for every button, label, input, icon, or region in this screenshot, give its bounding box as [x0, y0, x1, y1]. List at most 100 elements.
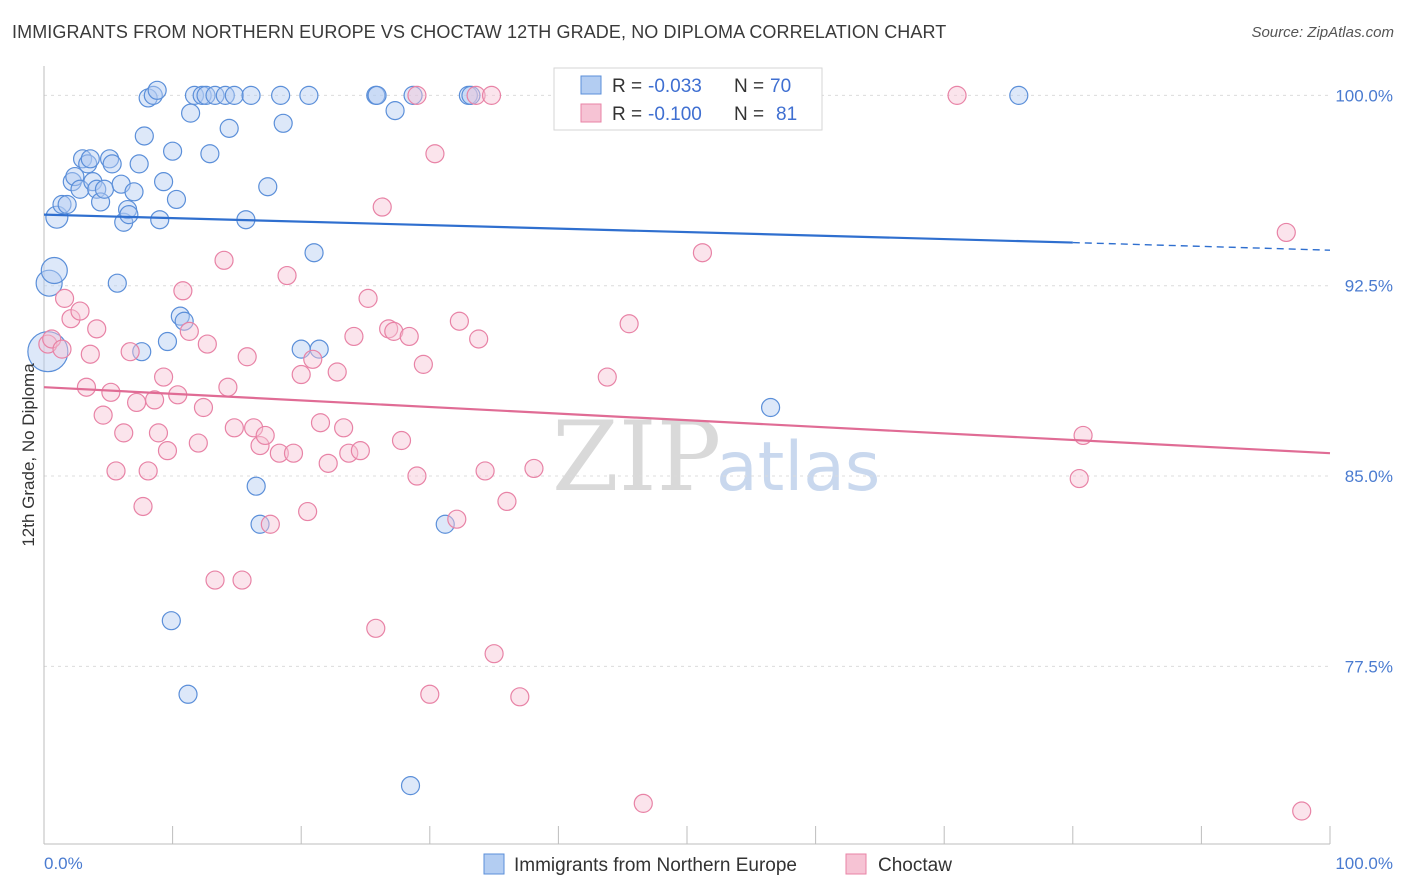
point-immigrants-60: [367, 85, 387, 105]
point-choctaw-3: [54, 288, 75, 308]
point-choctaw-38: [277, 265, 297, 286]
point-immigrants-64: [435, 514, 455, 534]
tick-labels: 100.0% 92.5% 85.0% 77.5% 0.0% 100.0%: [44, 86, 1393, 873]
trendline-choctaw: [43, 386, 1331, 455]
point-choctaw-36: [260, 514, 280, 534]
stats-swatch-blue: [580, 75, 602, 95]
point-immigrants-38: [178, 684, 198, 704]
point-immigrants-35: [166, 189, 187, 210]
point-choctaw-20: [157, 441, 178, 461]
point-choctaw-7: [80, 344, 100, 364]
point-immigrants-62: [400, 776, 421, 796]
point-immigrants-4: [52, 194, 72, 215]
point-choctaw-40: [291, 364, 311, 385]
point-immigrants-14: [90, 192, 111, 212]
point-choctaw-6: [76, 377, 97, 397]
point-choctaw-69: [524, 458, 544, 479]
point-immigrants-54: [273, 113, 293, 133]
point-immigrants-39: [181, 103, 201, 123]
chart-title: IMMIGRANTS FROM NORTHERN EUROPE VS CHOCT…: [12, 22, 947, 42]
point-choctaw-11: [106, 461, 126, 481]
point-immigrants-66: [461, 85, 481, 105]
point-choctaw-39: [283, 443, 304, 463]
point-choctaw-50: [358, 288, 378, 308]
stats-box: R = -0.033 N = 70 R = -0.100 N = 81: [553, 67, 823, 131]
stats-r-value-2: -0.100: [648, 104, 702, 125]
point-immigrants-2: [40, 256, 68, 285]
point-immigrants-68: [760, 397, 781, 418]
legend-label-immigrants: Immigrants from Northern Europe: [514, 855, 797, 876]
trend-layer: [43, 213, 1331, 455]
point-choctaw-62: [449, 311, 469, 331]
point-choctaw-57: [407, 466, 427, 486]
point-immigrants-32: [157, 331, 178, 352]
watermark-atlas: atlas: [716, 428, 880, 507]
point-choctaw-80: [1292, 801, 1312, 821]
point-choctaw-65: [466, 85, 486, 105]
point-choctaw-70: [407, 85, 427, 105]
point-immigrants-16: [99, 149, 120, 169]
point-choctaw-52: [372, 197, 392, 217]
point-immigrants-50: [246, 476, 266, 496]
point-immigrants-5: [57, 194, 77, 215]
legend-swatch-blue: [483, 853, 505, 875]
point-choctaw-75: [692, 243, 713, 263]
point-choctaw-8: [87, 319, 107, 339]
y-tick-label-3: 77.5%: [1345, 657, 1393, 676]
point-choctaw-13: [120, 342, 140, 362]
trendline-immigrants: [43, 213, 1073, 244]
point-choctaw-73: [619, 314, 639, 334]
point-choctaw-19: [153, 367, 174, 387]
point-immigrants-43: [200, 144, 220, 164]
point-choctaw-35: [255, 425, 275, 446]
point-immigrants-15: [94, 179, 115, 199]
point-choctaw-51: [366, 618, 386, 638]
point-choctaw-16: [138, 461, 158, 481]
point-choctaw-12: [114, 423, 134, 443]
point-immigrants-31: [153, 172, 174, 192]
point-choctaw-79: [1276, 222, 1296, 243]
point-immigrants-57: [304, 243, 324, 263]
point-choctaw-42: [303, 349, 323, 369]
point-immigrants-61: [385, 101, 405, 121]
point-choctaw-31: [232, 570, 252, 590]
point-choctaw-48: [344, 326, 364, 347]
point-choctaw-61: [447, 509, 467, 529]
legend-label-choctaw: Choctaw: [878, 855, 952, 876]
point-immigrants-46: [219, 118, 239, 138]
point-immigrants-37: [174, 311, 194, 331]
point-immigrants-58: [309, 339, 329, 359]
x-tick-label-0: 0.0%: [44, 854, 83, 873]
legend: Immigrants from Northern Europe Choctaw: [483, 853, 952, 876]
point-choctaw-18: [148, 423, 169, 443]
point-immigrants-40: [184, 85, 205, 105]
point-choctaw-67: [497, 491, 517, 512]
chart-source: Source: ZipAtlas.com: [1251, 24, 1394, 41]
point-choctaw-72: [597, 367, 617, 387]
point-immigrants-29: [147, 80, 167, 100]
point-choctaw-37: [269, 443, 289, 463]
y-tick-label-0: 100.0%: [1335, 86, 1393, 105]
series-layer: [27, 80, 1312, 821]
point-immigrants-10: [78, 154, 98, 174]
stats-n-label-2: N =: [734, 104, 764, 125]
y-axis-label: 12th Grade, No Diploma: [19, 363, 38, 547]
point-immigrants-13: [87, 179, 107, 199]
point-immigrants-34: [163, 141, 183, 161]
y-tick-label-2: 85.0%: [1345, 467, 1393, 486]
x-tick-label-1: 100.0%: [1335, 854, 1393, 873]
point-choctaw-54: [384, 321, 404, 341]
point-choctaw-49: [350, 441, 370, 461]
point-choctaw-32: [237, 347, 257, 367]
watermark: ZIP atlas: [552, 401, 880, 513]
point-choctaw-58: [413, 354, 433, 374]
axes: [43, 66, 1331, 845]
point-choctaw-29: [218, 377, 238, 397]
point-choctaw-60: [425, 144, 445, 164]
point-choctaw-59: [420, 684, 440, 704]
point-choctaw-63: [469, 329, 489, 349]
point-immigrants-55: [299, 85, 319, 105]
point-choctaw-17: [144, 390, 165, 410]
point-choctaw-44: [318, 453, 338, 473]
